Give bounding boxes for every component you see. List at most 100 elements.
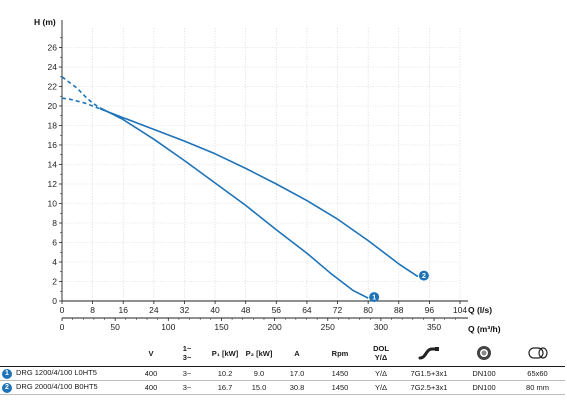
x-tick-label: 32 xyxy=(180,305,190,315)
chart-grid xyxy=(61,28,461,302)
col-phase-header: 1~ 3~ xyxy=(166,340,208,367)
x-axis-title: Q (l/s) xyxy=(468,305,492,315)
col-dol-header: DOL Y/Δ xyxy=(362,340,400,367)
y-tick-label: 8 xyxy=(52,218,57,228)
col-voltage-header: V xyxy=(148,348,154,358)
dol-header-bottom: Y/Δ xyxy=(374,353,388,362)
phase-cell: 3~ xyxy=(182,369,192,378)
amps-cell: 30.8 xyxy=(289,383,305,392)
p2-cell: 15.0 xyxy=(251,383,267,392)
curve-badge: 2 xyxy=(2,382,12,393)
x2-tick-label: 50 xyxy=(110,322,120,332)
x-tick-label: 88 xyxy=(394,305,404,315)
x2-tick-label: 350 xyxy=(427,322,441,332)
cable-cell: 7G1.5+3x1 xyxy=(410,369,448,378)
rpm-cell: 1450 xyxy=(331,383,349,392)
y-tick-label: 26 xyxy=(48,43,58,53)
x-tick-label: 0 xyxy=(60,305,65,315)
y-tick-label: 4 xyxy=(52,257,57,267)
passage-cell: 80 mm xyxy=(526,383,549,392)
pump-spec-table: V 1~ 3~ P₁ [kW] P₂ [kW] A Rpm DOL Y/Δ xyxy=(0,340,567,395)
col-model-header xyxy=(0,340,136,367)
voltage-cell: 400 xyxy=(144,383,158,392)
model-cell: 1 DRG 1200/4/100 L0HT5 xyxy=(0,367,136,381)
rpm-cell: 1450 xyxy=(331,369,349,378)
x-tick-label: 16 xyxy=(118,305,128,315)
x2-tick-label: 100 xyxy=(161,322,175,332)
x2-tick-label: 150 xyxy=(214,322,228,332)
curve-1-badge xyxy=(369,292,380,303)
p2-cell: 9.0 xyxy=(253,369,265,378)
curve-2-badge-label: 2 xyxy=(422,273,426,280)
model-name: DRG 1200/4/100 L0HT5 xyxy=(16,368,97,378)
curve-1-badge-label: 1 xyxy=(372,295,376,302)
voltage-cell: 400 xyxy=(144,369,158,378)
table-header-row: V 1~ 3~ P₁ [kW] P₂ [kW] A Rpm DOL Y/Δ xyxy=(0,340,565,367)
cable-cell: 7G2.5+3x1 xyxy=(410,383,448,392)
cable-icon xyxy=(418,347,439,360)
y-tick-label: 16 xyxy=(48,140,58,150)
x-tick-label: 8 xyxy=(90,305,95,315)
y-tick-label: 2 xyxy=(52,277,57,287)
x-tick-label: 48 xyxy=(241,305,251,315)
x-tick-label: 24 xyxy=(149,305,159,315)
passage-cell: 65x60 xyxy=(527,369,548,378)
chart-labels: H (m) Q (l/s) Q (m³/h) xyxy=(34,17,501,334)
y-tick-label: 18 xyxy=(48,121,58,131)
x-tick-label: 56 xyxy=(272,305,282,315)
phase-cell: 3~ xyxy=(182,383,192,392)
y-tick-label: 14 xyxy=(48,160,58,170)
curve-badge: 1 xyxy=(2,368,12,379)
dol-cell: Y/Δ xyxy=(374,369,388,378)
model-name: DRG 2000/4/100 B0HT5 xyxy=(16,382,98,392)
curve-2-badge xyxy=(418,270,429,281)
x-tick-label: 40 xyxy=(210,305,220,315)
x2-tick-label: 250 xyxy=(321,322,335,332)
y-tick-label: 12 xyxy=(48,179,58,189)
x-tick-label: 64 xyxy=(302,305,312,315)
flange-icon xyxy=(477,346,491,360)
x2-tick-label: 200 xyxy=(268,322,282,332)
x2-tick-label: 0 xyxy=(60,322,65,332)
phase-header-top: 1~ xyxy=(182,344,192,353)
x-tick-label: 72 xyxy=(333,305,343,315)
col-p1-header: P₁ [kW] xyxy=(211,348,239,358)
curve-1 xyxy=(99,107,369,299)
spec-table: V 1~ 3~ P₁ [kW] P₂ [kW] A Rpm DOL Y/Δ xyxy=(0,340,565,395)
col-passage-header xyxy=(510,340,565,367)
x-tick-label: 96 xyxy=(425,305,435,315)
phase-header-bottom: 3~ xyxy=(182,353,192,362)
col-p2-header: P₂ [kW] xyxy=(245,348,273,358)
col-rpm-header: Rpm xyxy=(331,348,349,358)
col-cable-header xyxy=(400,340,458,367)
y-tick-label: 6 xyxy=(52,238,57,248)
solids-passage-icon xyxy=(527,347,548,359)
table-row: 1 DRG 1200/4/100 L0HT5 400 3~ 10.2 9.0 17… xyxy=(0,367,565,381)
y-tick-label: 10 xyxy=(48,199,58,209)
dol-header-top: DOL xyxy=(373,344,389,353)
y-tick-label: 24 xyxy=(48,62,58,72)
p1-cell: 16.7 xyxy=(217,383,233,392)
curve-2 xyxy=(100,108,419,278)
col-amps-header: A xyxy=(294,348,300,358)
p1-cell: 10.2 xyxy=(217,369,233,378)
amps-cell: 17.0 xyxy=(289,369,305,378)
y-axis-title: H (m) xyxy=(34,17,56,27)
curve-1-extrapolated xyxy=(61,76,101,109)
y-tick-label: 20 xyxy=(48,101,58,111)
y-tick-label: 0 xyxy=(52,296,57,306)
chart-curves: 12 xyxy=(61,76,429,303)
model-cell: 2 DRG 2000/4/100 B0HT5 xyxy=(0,381,136,395)
x2-axis-title: Q (m³/h) xyxy=(468,324,501,334)
dol-cell: Y/Δ xyxy=(374,383,388,392)
x-tick-label: 80 xyxy=(363,305,373,315)
col-outlet-header xyxy=(458,340,510,367)
outlet-cell: DN100 xyxy=(472,383,496,392)
x2-tick-label: 300 xyxy=(374,322,388,332)
y-tick-label: 22 xyxy=(48,82,58,92)
outlet-cell: DN100 xyxy=(472,369,496,378)
x-tick-label: 104 xyxy=(453,305,467,315)
table-row: 2 DRG 2000/4/100 B0HT5 400 3~ 16.7 15.0 3… xyxy=(0,381,565,395)
